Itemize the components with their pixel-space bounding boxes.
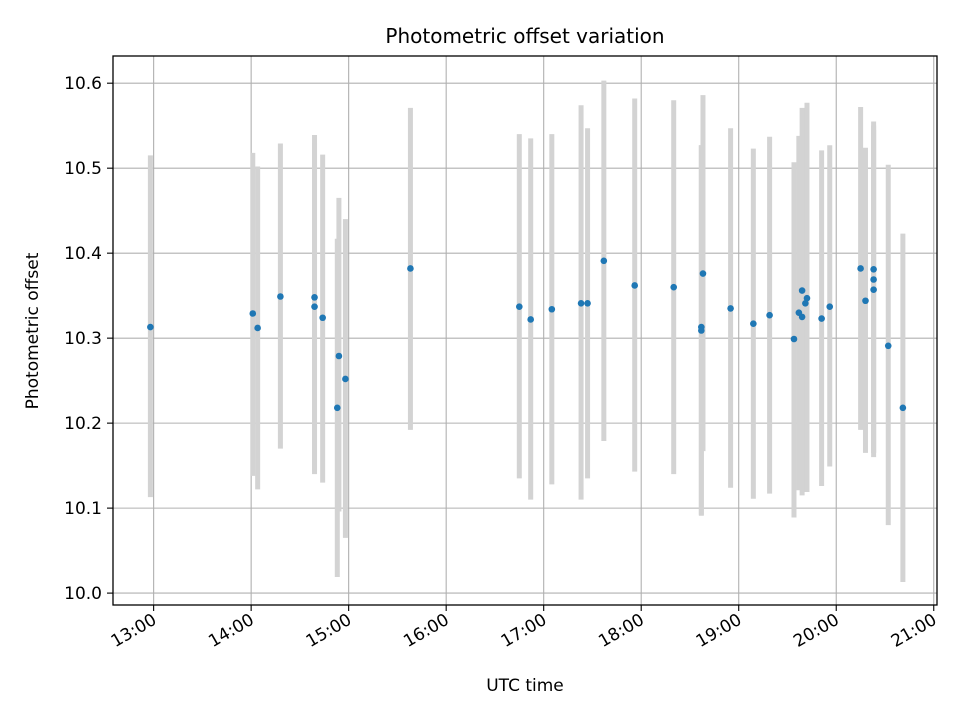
data-point <box>631 282 639 289</box>
x-axis-label: UTC time <box>486 676 564 696</box>
y-tick-label: 10.0 <box>64 584 102 604</box>
data-point <box>798 313 806 321</box>
data-point <box>527 316 534 323</box>
data-point <box>407 265 414 272</box>
data-point <box>803 294 811 302</box>
data-points <box>147 257 907 412</box>
data-point <box>870 286 877 294</box>
data-point <box>670 283 678 291</box>
y-axis-label: Photometric offset <box>23 252 43 409</box>
y-tick-label: 10.3 <box>64 329 102 349</box>
y-tick-label: 10.5 <box>64 159 102 179</box>
data-point <box>766 311 773 319</box>
data-point <box>802 300 809 307</box>
data-point <box>600 257 608 265</box>
data-point <box>870 276 877 283</box>
chart-title: Photometric offset variation <box>385 24 664 48</box>
data-point <box>870 266 877 273</box>
data-point <box>899 404 907 412</box>
y-axis: 10.0 10.1 10.2 10.3 10.4 10.5 10.6 <box>64 74 113 604</box>
data-point <box>335 352 343 360</box>
data-point <box>342 375 349 383</box>
data-point <box>798 287 806 294</box>
data-point <box>333 404 341 412</box>
data-point <box>818 315 825 322</box>
data-point <box>319 314 326 322</box>
data-point <box>790 335 798 343</box>
data-point <box>884 342 892 350</box>
data-point <box>548 305 556 313</box>
data-point <box>311 303 318 311</box>
data-point <box>577 300 585 307</box>
y-tick-label: 10.4 <box>64 244 102 264</box>
data-point <box>516 303 523 311</box>
data-point <box>147 323 154 331</box>
y-tick-label: 10.2 <box>64 414 102 434</box>
data-point <box>857 265 864 272</box>
y-tick-label: 10.1 <box>64 499 102 519</box>
data-point <box>584 300 591 307</box>
data-point <box>750 320 757 328</box>
data-point <box>826 303 834 311</box>
data-point <box>277 293 284 300</box>
data-point <box>254 324 261 332</box>
plot-frame <box>112 55 938 606</box>
y-tick-label: 10.6 <box>64 74 102 94</box>
data-point <box>699 270 707 277</box>
data-point <box>249 310 257 317</box>
data-point <box>698 327 705 334</box>
data-point <box>727 305 734 312</box>
data-point <box>862 297 869 305</box>
data-point <box>311 294 318 301</box>
